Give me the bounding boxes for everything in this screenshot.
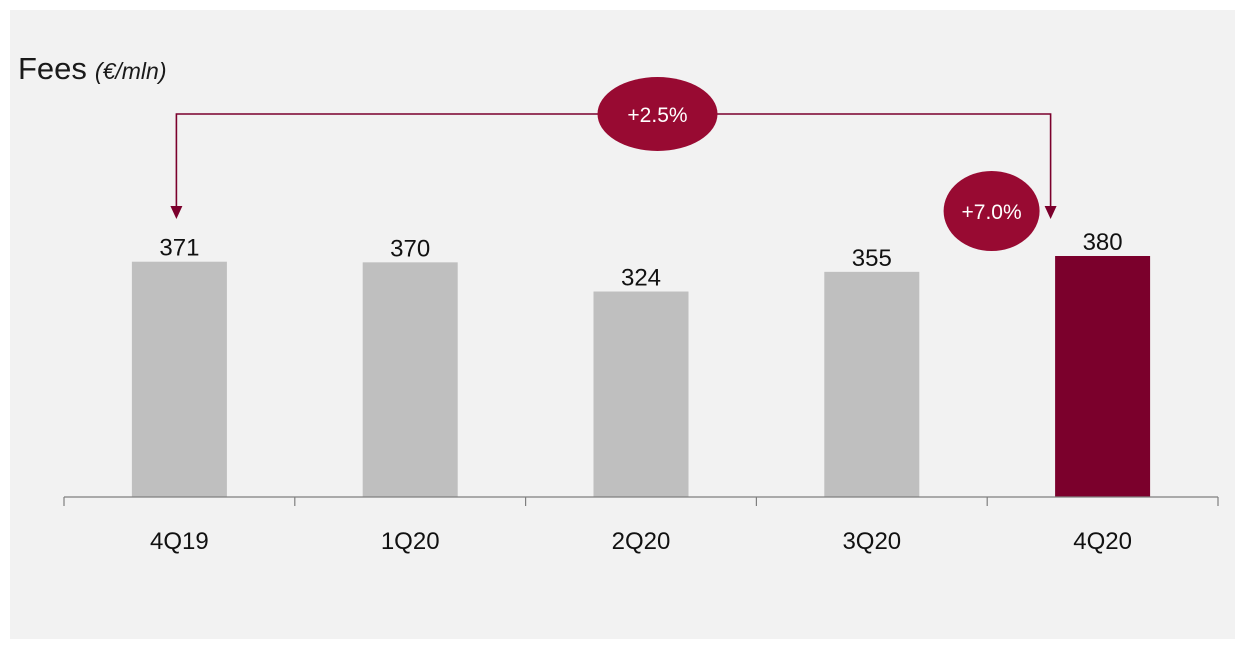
chart-title-unit: (€/mln) — [95, 58, 167, 84]
yoy-badge — [597, 77, 718, 151]
x-axis: 4Q19 1Q20 2Q20 3Q20 4Q20 — [63, 496, 1219, 555]
bar-3q20 — [824, 271, 920, 497]
chart-panel: Fees (€/mln) 371 370 324 355 380 4Q19 1Q20 2Q2… — [10, 10, 1235, 639]
bar-4q19 — [131, 261, 227, 497]
tick-label-2q20: 2Q20 — [612, 528, 671, 555]
data-label-4q20: 380 — [1083, 229, 1123, 256]
tick-label-3q20: 3Q20 — [842, 528, 901, 555]
data-label-4q19: 371 — [159, 235, 199, 262]
bars-group: 371 370 324 355 380 — [131, 229, 1151, 497]
qoq-badge — [943, 171, 1040, 251]
data-label-1q20: 370 — [390, 235, 430, 262]
chart-title: Fees (€/mln) — [18, 51, 166, 86]
fees-bar-chart: Fees (€/mln) 371 370 324 355 380 4Q19 1Q20 2Q2… — [18, 51, 1219, 555]
annotations-group: +2.5% +7.0% — [170, 77, 1057, 251]
tick-label-4q19: 4Q19 — [150, 528, 209, 555]
yoy-arrowhead-left — [170, 206, 183, 219]
bar-1q20 — [362, 262, 458, 497]
data-label-2q20: 324 — [621, 265, 661, 292]
data-label-3q20: 355 — [852, 245, 892, 272]
tick-label-1q20: 1Q20 — [381, 528, 440, 555]
tick-label-4q20: 4Q20 — [1073, 528, 1132, 555]
qoq-badge-label: +7.0% — [962, 201, 1022, 224]
bar-2q20 — [593, 291, 689, 497]
yoy-arrowhead-right — [1044, 206, 1057, 219]
chart-title-main: Fees — [18, 51, 87, 86]
yoy-badge-label: +2.5% — [627, 104, 687, 127]
bar-4q20 — [1055, 256, 1151, 497]
